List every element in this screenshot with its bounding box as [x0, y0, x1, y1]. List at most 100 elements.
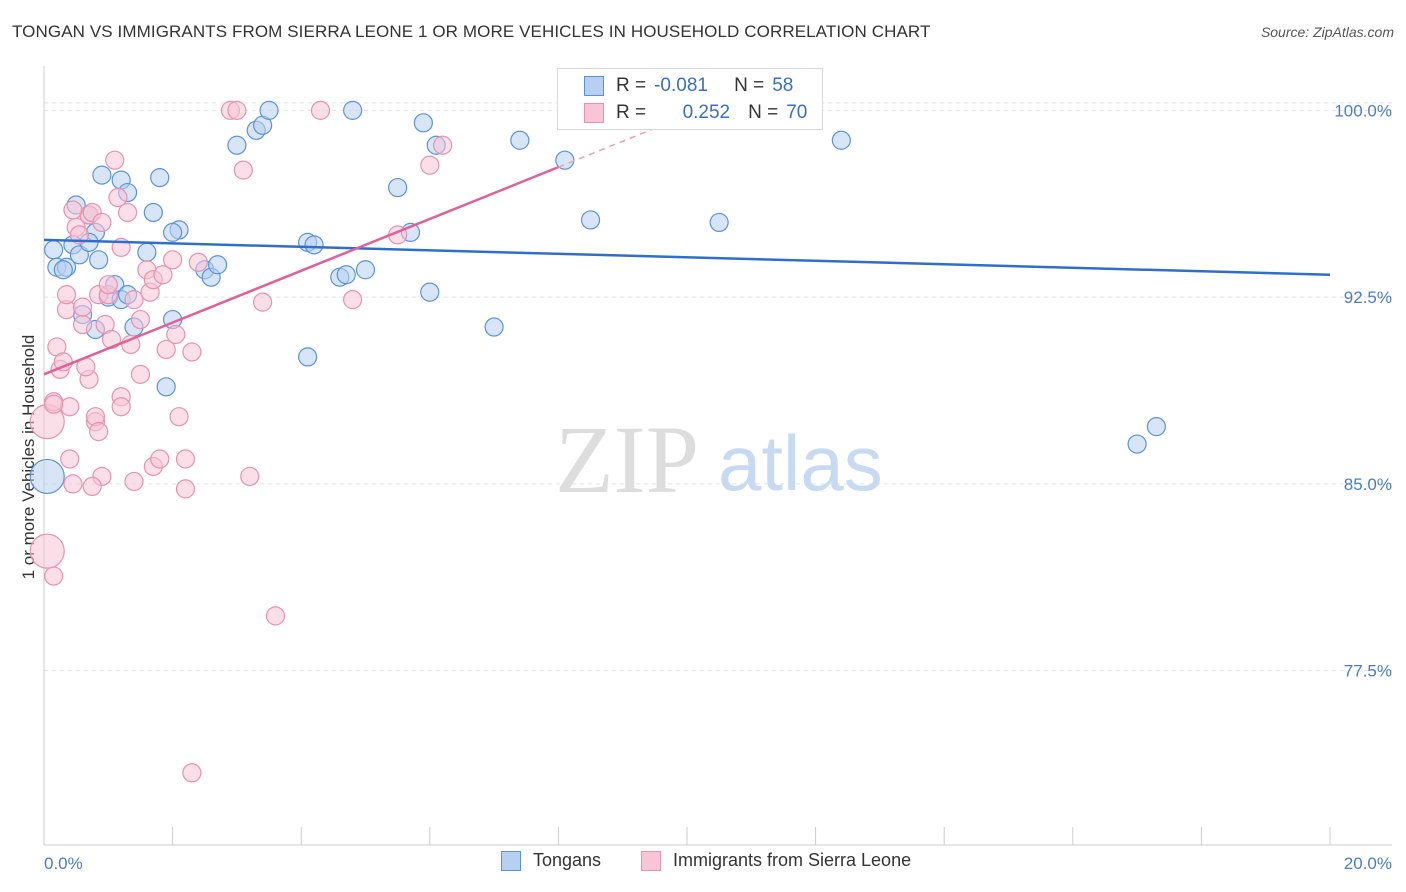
sierra-leone-point	[44, 566, 64, 586]
legend-item-tongans[interactable]: Tongans	[501, 850, 601, 871]
tongans-point	[143, 202, 163, 223]
r-value: 0.252	[682, 102, 731, 123]
tongans-swatch	[584, 76, 604, 96]
n-value: 58	[772, 75, 794, 96]
n-label: N =	[748, 102, 779, 123]
sierra-leone-point	[117, 202, 138, 223]
y-axis-label: 1 or more Vehicles in Household	[19, 335, 38, 580]
sierra-leone-point	[69, 225, 89, 245]
sierra-leone-swatch	[584, 103, 604, 123]
tongans-swatch	[501, 850, 521, 871]
chart-title: TONGAN VS IMMIGRANTS FROM SIERRA LEONE 1…	[12, 22, 931, 41]
sierra-leone-point	[60, 397, 80, 417]
sierra-leone-trend-line	[43, 165, 559, 376]
sierra-leone-point	[433, 135, 453, 155]
sierra-leone-point	[166, 324, 186, 345]
sierra-leone-point	[182, 342, 202, 362]
tongans-point	[150, 168, 170, 188]
sierra-leone-point	[56, 285, 77, 305]
x-tick-label: 0.0%	[44, 854, 83, 873]
sierra-leone-point	[227, 100, 247, 120]
x-tick-label: 20.0%	[1344, 854, 1392, 873]
legend-label: Immigrants from Sierra Leone	[673, 850, 912, 870]
sierra-leone-point	[233, 160, 253, 180]
tongans-point	[1146, 417, 1166, 437]
y-tick-label: 92.5%	[1344, 288, 1392, 307]
sierra-leone-point	[89, 422, 109, 442]
tongans-point	[304, 235, 324, 255]
tongans-point	[413, 113, 433, 133]
n-value: 70	[786, 102, 808, 123]
tongans-point	[156, 377, 176, 397]
sierra-leone-point	[150, 449, 170, 469]
r-label: R =	[616, 102, 647, 123]
sierra-leone-point	[63, 200, 83, 220]
tongans-point	[208, 255, 228, 275]
stats-legend-row-tongans: R = -0.081 N = 58	[558, 72, 793, 100]
sierra-leone-point	[29, 533, 65, 569]
tongans-point	[709, 212, 729, 233]
tongans-point	[92, 165, 112, 185]
sierra-leone-point	[111, 397, 131, 417]
tongans-point	[336, 265, 356, 285]
series-legend: Tongans Immigrants from Sierra Leone	[0, 850, 1406, 878]
tongans-point	[388, 177, 408, 198]
tongans-point	[44, 240, 64, 260]
watermark-zip: ZIP	[555, 406, 699, 513]
sierra-leone-point	[265, 606, 286, 626]
tongans-point	[1127, 434, 1147, 454]
legend-label: Tongans	[533, 850, 602, 870]
sierra-leone-point	[188, 252, 208, 272]
sierra-leone-point	[175, 449, 196, 469]
tick-labels: 77.5% 85.0% 92.5% 100.0% 0.0% 20.0%	[44, 101, 1392, 873]
sierra-leone-point	[175, 479, 196, 499]
tongans-point	[484, 317, 504, 337]
y-tick-label: 85.0%	[1344, 475, 1392, 494]
tongans-point	[29, 458, 65, 495]
sierra-leone-point	[98, 275, 118, 295]
sierra-leone-point	[72, 314, 93, 335]
sierra-leone-point	[156, 339, 176, 360]
sierra-leone-swatch	[641, 850, 661, 871]
stats-legend-row-sierra-leone: R = 0.252 N = 70	[558, 99, 807, 127]
legend-item-sierra-leone[interactable]: Immigrants from Sierra Leone	[641, 850, 911, 871]
sierra-leone-point	[343, 290, 363, 310]
r-value: -0.081	[654, 75, 708, 96]
tongans-point	[343, 100, 363, 120]
r-label: R =	[616, 75, 647, 96]
sierra-leone-point	[420, 155, 440, 175]
y-tick-label: 100.0%	[1334, 101, 1392, 120]
sierra-leone-point	[124, 290, 144, 310]
tongans-point	[510, 130, 530, 150]
sierra-leone-point	[310, 100, 331, 120]
data-points	[29, 100, 1166, 783]
sierra-leone-point	[92, 212, 112, 233]
sierra-leone-point	[108, 187, 128, 208]
tongans-point	[259, 100, 279, 120]
sierra-leone-point	[130, 309, 151, 330]
sierra-leone-point	[44, 394, 64, 414]
tongans-point	[89, 250, 109, 270]
sierra-leone-point	[182, 763, 202, 783]
sierra-leone-point	[253, 292, 273, 312]
tongans-point	[420, 282, 440, 302]
sierra-leone-point	[124, 471, 144, 492]
tongans-trend-line	[43, 238, 1331, 276]
tongans-point	[298, 347, 318, 367]
sierra-leone-point	[72, 297, 93, 317]
y-tick-label: 77.5%	[1344, 662, 1392, 681]
sierra-leone-point	[163, 250, 183, 270]
tongans-point	[580, 210, 601, 230]
axes	[43, 66, 1392, 846]
sierra-leone-point	[105, 150, 125, 170]
sierra-leone-point	[153, 265, 173, 285]
tongans-point	[355, 260, 376, 280]
sierra-leone-point	[240, 466, 260, 487]
grid	[44, 102, 1392, 672]
tongans-point	[163, 222, 183, 242]
sierra-leone-point	[169, 407, 189, 427]
tongans-point	[227, 135, 247, 155]
sierra-leone-point	[82, 476, 102, 497]
sierra-leone-point	[130, 364, 151, 384]
